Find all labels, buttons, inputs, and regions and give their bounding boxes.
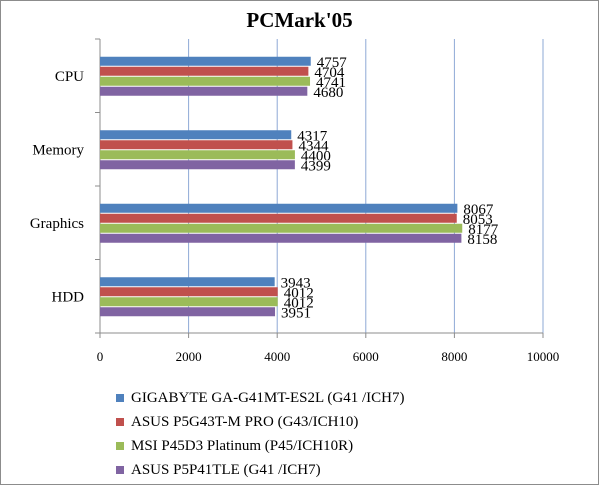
bar	[100, 140, 293, 150]
category-label: HDD	[52, 289, 85, 305]
data-label: 4757	[317, 55, 348, 71]
chart-title: PCMark'05	[246, 8, 353, 32]
bar	[100, 160, 295, 170]
category-label: CPU	[55, 69, 84, 85]
x-tick-label: 8000	[441, 349, 467, 364]
legend-item: GIGABYTE GA-G41MT-ES2L (G41 /ICH7)	[116, 386, 404, 410]
data-label: 3943	[281, 275, 311, 291]
bar	[100, 150, 295, 160]
bar	[100, 76, 311, 86]
data-label: 4317	[297, 128, 328, 144]
bar-chart: 0 2000 4000 6000 8000 10000 CPU 475747044741468…	[30, 38, 560, 364]
legend-swatch	[116, 394, 124, 402]
bar	[100, 130, 292, 140]
data-label: 8053	[463, 212, 493, 228]
bar	[100, 86, 308, 96]
bar	[100, 56, 311, 66]
data-label: 4012	[284, 285, 314, 301]
bar	[100, 297, 278, 307]
legend-item: ASUS P5G43T-M PRO (G43/ICH10)	[116, 410, 404, 434]
legend-swatch	[116, 466, 124, 474]
data-label: 4012	[284, 295, 314, 311]
bar	[100, 307, 276, 317]
data-label: 8158	[467, 232, 497, 248]
data-label: 4400	[301, 148, 331, 164]
x-tick-label: 6000	[353, 349, 379, 364]
legend-label: ASUS P5G43T-M PRO (G43/ICH10)	[131, 413, 359, 430]
category-label: Graphics	[30, 216, 84, 232]
data-label: 4344	[298, 138, 329, 154]
legend-label: MSI P45D3 Platinum (P45/ICH10R)	[131, 437, 354, 454]
legend-label: ASUS P5P41TLE (G41 /ICH7)	[131, 461, 321, 478]
legend-label: GIGABYTE GA-G41MT-ES2L (G41 /ICH7)	[131, 389, 405, 406]
x-tick-label: 0	[97, 349, 104, 364]
category-label: Memory	[32, 142, 84, 158]
bar	[100, 66, 309, 76]
bar	[100, 223, 463, 233]
legend-swatch	[116, 442, 124, 450]
bar	[100, 277, 275, 287]
bar	[100, 203, 458, 213]
legend-item: ASUS P5P41TLE (G41 /ICH7)	[116, 458, 404, 482]
legend-item: MSI P45D3 Platinum (P45/ICH10R)	[116, 434, 404, 458]
legend-swatch	[116, 418, 124, 426]
bar	[100, 213, 457, 223]
data-label: 4680	[313, 85, 343, 101]
x-tick-label: 2000	[176, 349, 202, 364]
data-label: 8177	[468, 222, 499, 238]
data-label: 4741	[316, 75, 346, 91]
data-label: 8067	[463, 202, 494, 218]
x-tick-label: 4000	[264, 349, 290, 364]
chart-legend: GIGABYTE GA-G41MT-ES2L (G41 /ICH7) ASUS P…	[116, 386, 404, 482]
data-label: 4704	[314, 65, 345, 81]
data-label: 3951	[281, 305, 311, 321]
bar	[100, 287, 278, 297]
data-label: 4399	[301, 158, 331, 174]
bar	[100, 233, 462, 243]
x-tick-label: 10000	[527, 349, 560, 364]
